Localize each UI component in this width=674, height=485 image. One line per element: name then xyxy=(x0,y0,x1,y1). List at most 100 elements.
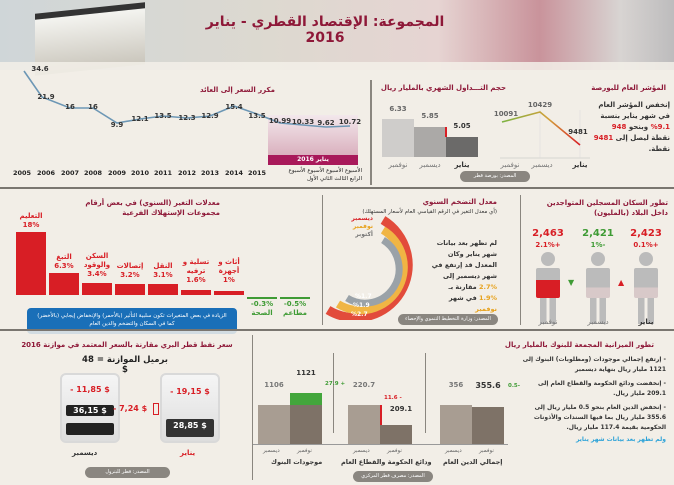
divider xyxy=(425,353,426,433)
legend-dec: ديسمبر xyxy=(351,215,373,222)
group-label: إجمالي الدين العام xyxy=(443,458,503,466)
banks-bars xyxy=(253,381,504,445)
trading-volume-chart: حجم التـــداول الشهري بالمليار ريال 6.33… xyxy=(372,75,512,185)
index-points: 948 xyxy=(611,123,627,131)
source-badge: المصدر: بورصة قطر xyxy=(460,171,530,182)
bar-deposits-nov xyxy=(348,405,380,445)
month-label: ديسمبر xyxy=(419,161,441,169)
cpi-label: التعليم 18% xyxy=(16,212,46,230)
year-label: 2010 xyxy=(130,169,150,177)
pe-label: 10.99 xyxy=(268,117,292,125)
cpi-value: 6.3% xyxy=(54,262,74,270)
banks-chart: تطور الميزانية المجمعة للبنوك بالمليار ر… xyxy=(253,331,674,485)
cpi-label: تسلية و ترفيه 1.6% xyxy=(179,258,213,285)
month-label: يناير xyxy=(638,318,654,326)
year-label: 2006 xyxy=(36,169,56,177)
month-label: ديسمبر xyxy=(531,161,553,169)
cpi-value: -0.3% xyxy=(250,300,274,308)
month-label: نوفمبر xyxy=(479,448,494,454)
pe-label: 12.1 xyxy=(131,115,149,123)
index-line-chart: 10091 10429 9481 نوفمبر ديسمبر يناير xyxy=(494,90,590,170)
bar-debt-dec xyxy=(472,407,504,445)
pe-label: 12.3 xyxy=(178,114,196,122)
bank-value: 209.1 xyxy=(389,405,413,413)
cpi-label: النقل 3.1% xyxy=(148,262,178,280)
year-label: 2011 xyxy=(153,169,173,177)
bank-value: 355.6 xyxy=(475,381,501,390)
week-label-row2: الرابع الثالث الثاني الأول xyxy=(306,176,362,182)
pop-value-nov: 2,463 xyxy=(532,228,564,239)
trading-value: 5.05 xyxy=(453,122,471,130)
decline-marker xyxy=(445,127,447,137)
bar-deposits-dec xyxy=(380,425,412,445)
pe-label: 10.72 xyxy=(338,118,362,126)
index-value: 9481 xyxy=(568,128,588,136)
cpi-name: الصحة xyxy=(251,309,273,317)
divider xyxy=(0,329,674,331)
cpi-name: تسلية و ترفيه xyxy=(182,258,210,275)
bank-value: 1121 xyxy=(296,369,316,377)
inflation-nov-val: %1.9 xyxy=(478,294,497,302)
ring-label-dec: %2.7 xyxy=(351,311,368,318)
divider xyxy=(520,195,521,325)
month-label: نوفمبر xyxy=(297,448,312,454)
cpi-value: 1% xyxy=(223,276,235,284)
bar-furniture xyxy=(214,291,244,295)
pe-label: 13.5 xyxy=(154,112,172,120)
divider xyxy=(370,80,372,185)
cpi-bars xyxy=(14,230,314,299)
inflation-text: لم تظهر بعد بيانات شهر يناير وكان المعدل… xyxy=(429,238,497,315)
month-label: ديسمبر xyxy=(587,318,609,326)
trading-value: 5.85 xyxy=(421,112,439,120)
oil-change: - 7,24 $ xyxy=(113,404,148,413)
cpi-name: إتصالات xyxy=(116,262,144,270)
year-label: 2015 xyxy=(247,169,267,177)
note-deposits: - إنخفضت ودائع الحكومة والقطاع العام إلى… xyxy=(538,380,666,397)
year-label: 2013 xyxy=(200,169,220,177)
cpi-label: السكن والوقود 3.4% xyxy=(80,252,114,279)
pe-label: 34.6 xyxy=(31,65,49,73)
cpi-chart: معدلات التغير (السنوي) في بعض أرقام مجمو… xyxy=(0,190,320,334)
banks-title: تطور الميزانية المجمعة للبنوك بالمليار ر… xyxy=(504,341,654,349)
bar-recreation xyxy=(181,290,211,295)
bar-health xyxy=(247,297,277,299)
cpi-name: التعليم xyxy=(19,212,43,220)
bar-nov xyxy=(382,119,414,157)
note-assets: - إرتفع إجمالي موجودات (ومطلوبات) البنوك… xyxy=(522,356,666,373)
inflation-legend: ديسمبر نوفمبر أكتوبر xyxy=(323,215,373,239)
down-arrow-icon: ▼ xyxy=(568,278,575,287)
cpi-value: 3.2% xyxy=(120,271,140,279)
bar-assets-dec xyxy=(290,405,322,445)
pop-change: 1%- xyxy=(590,241,606,249)
month-label: ديسمبر xyxy=(445,448,462,454)
cpi-name: النقل xyxy=(153,262,173,270)
month-label: ديسمبر xyxy=(263,448,280,454)
year-label: 2012 xyxy=(177,169,197,177)
pop-change: 0.1%+ xyxy=(633,241,659,249)
week-labels: الأسبوع الأسبوع الأسبوع الأسبوع الرابع ا… xyxy=(268,167,362,183)
bank-change: 27.9 + xyxy=(325,381,346,387)
person-icon xyxy=(535,252,561,324)
source-badge: المصدر: قطر للبترول xyxy=(85,467,170,478)
cpi-label: التبغ 6.3% xyxy=(49,253,79,271)
week-label-row1: الأسبوع الأسبوع الأسبوع الأسبوع xyxy=(288,168,362,174)
index-pct: 9.1% xyxy=(650,123,670,131)
person-icon xyxy=(633,252,659,324)
inflation-chart: معدل التضخم السنوي (أي معدل التغير في ال… xyxy=(323,190,503,330)
index-title: المؤشر العام للبورصة xyxy=(591,84,666,92)
cpi-name: السكن والوقود xyxy=(83,252,111,269)
barrel-fill xyxy=(166,419,214,437)
year-label: 2009 xyxy=(107,169,127,177)
bar-education xyxy=(16,232,46,295)
index-text: وبنحو xyxy=(628,123,649,131)
cpi-value: 1.6% xyxy=(186,276,206,284)
month-jan: يناير xyxy=(180,449,196,457)
cpi-value: -0.5% xyxy=(283,300,307,308)
source-badge: المصدر: وزارة التخطيط التنموي والإحصاء xyxy=(398,314,498,325)
bar-restaurants xyxy=(280,297,310,299)
index-description: إنخفض المؤشر العام في شهر يناير بنسبة 9.… xyxy=(592,100,670,155)
cpi-value: 3.1% xyxy=(153,271,173,279)
dec-price: 36,15 $ xyxy=(66,405,114,416)
bank-value: 220.7 xyxy=(352,381,376,389)
page-title: المجموعة: الإقتصاد القطري - يناير 2016 xyxy=(205,14,445,46)
